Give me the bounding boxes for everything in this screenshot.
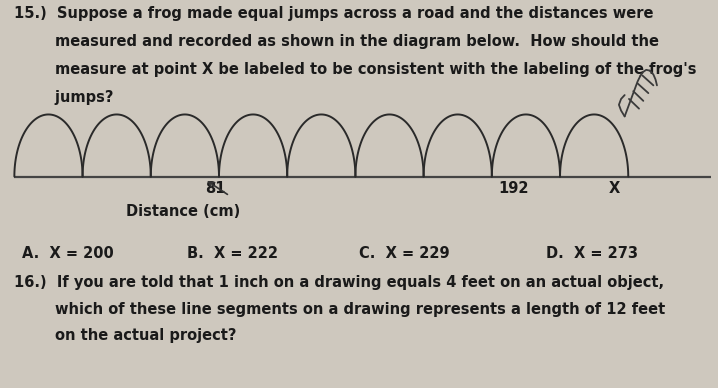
Text: 15.)  Suppose a frog made equal jumps across a road and the distances were: 15.) Suppose a frog made equal jumps acr… (14, 6, 654, 21)
Text: 192: 192 (498, 181, 528, 196)
Text: 16.)  If you are told that 1 inch on a drawing equals 4 feet on an actual object: 16.) If you are told that 1 inch on a dr… (14, 275, 664, 291)
Text: which of these line segments on a drawing represents a length of 12 feet: which of these line segments on a drawin… (14, 302, 666, 317)
Text: X: X (608, 181, 620, 196)
Text: measure at point X be labeled to be consistent with the labeling of the frog's: measure at point X be labeled to be cons… (14, 62, 697, 77)
Text: Distance (cm): Distance (cm) (126, 204, 241, 219)
Text: 81: 81 (205, 181, 225, 196)
Text: on the actual project?: on the actual project? (14, 328, 237, 343)
Text: C.  X = 229: C. X = 229 (359, 246, 449, 262)
Text: B.  X = 222: B. X = 222 (187, 246, 278, 262)
Text: measured and recorded as shown in the diagram below.  How should the: measured and recorded as shown in the di… (14, 34, 659, 49)
Text: D.  X = 273: D. X = 273 (546, 246, 638, 262)
Text: jumps?: jumps? (14, 90, 114, 105)
Text: A.  X = 200: A. X = 200 (22, 246, 113, 262)
